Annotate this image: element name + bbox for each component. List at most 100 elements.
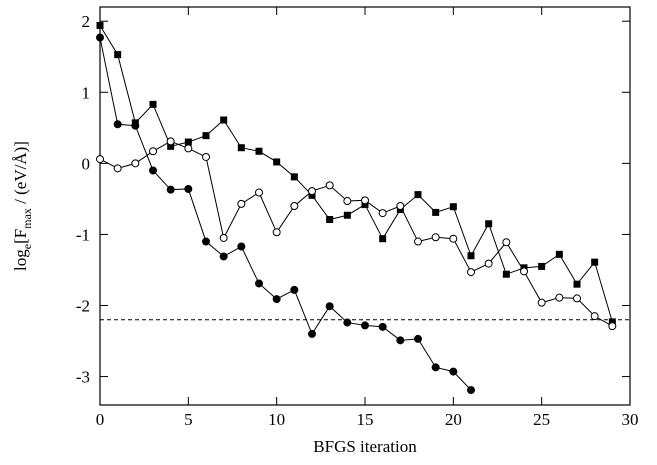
series-line [99, 140, 613, 327]
x-tick-label: 5 [184, 410, 193, 429]
y-label-sub: max [20, 208, 34, 229]
y-tick-label: 1 [82, 83, 91, 102]
circle-marker [113, 120, 122, 129]
y-tick-label: -3 [76, 368, 90, 387]
circle-marker [113, 164, 122, 173]
circle-marker [272, 295, 281, 304]
circle-marker [414, 237, 422, 246]
square-marker [379, 235, 387, 243]
circle-marker [202, 237, 210, 246]
x-tick-label: 25 [533, 410, 550, 429]
y-tick-label: -1 [76, 225, 90, 244]
y-label-part: / (eV/Å)] [11, 141, 30, 208]
circle-marker [343, 318, 352, 327]
circle-marker [255, 279, 263, 288]
circle-marker [537, 298, 546, 307]
circle-marker [590, 312, 599, 321]
circle-marker [131, 159, 140, 168]
y-tick-label: -2 [76, 297, 90, 316]
x-tick-label: 10 [268, 410, 285, 429]
circle-marker [573, 294, 581, 303]
circle-marker [202, 152, 210, 161]
circle-marker [96, 33, 104, 42]
circle-marker [237, 242, 246, 251]
circle-marker [308, 187, 316, 196]
circle-marker [555, 293, 564, 302]
y-label-sub: e [20, 244, 34, 249]
circle-marker [431, 363, 440, 372]
x-tick-label: 0 [96, 410, 105, 429]
circle-marker [166, 137, 175, 146]
circle-marker [96, 155, 104, 164]
circle-marker [290, 285, 299, 294]
square-marker [273, 158, 281, 166]
x-tick-label: 30 [622, 410, 639, 429]
x-axis-label: BFGS iteration [313, 437, 417, 456]
y-label-part: [F [11, 229, 30, 244]
square-marker [255, 147, 263, 155]
square-marker [96, 21, 104, 29]
circle-marker [467, 386, 475, 395]
square-marker [326, 216, 334, 224]
square-marker [220, 116, 228, 124]
square-marker [149, 100, 157, 108]
y-tick-label: 0 [82, 154, 91, 173]
square-marker [202, 132, 210, 140]
circle-marker [149, 147, 157, 156]
circle-marker [219, 233, 228, 242]
circle-marker [449, 367, 458, 376]
y-axis-label: loge[Fmax / (eV/Å)] [11, 141, 34, 271]
circle-marker [378, 322, 387, 331]
square-marker [432, 208, 440, 216]
square-marker [502, 270, 510, 278]
circle-marker [184, 144, 193, 153]
square-marker [591, 258, 599, 266]
circle-marker [290, 202, 299, 210]
x-tick-label: 15 [357, 410, 374, 429]
square-marker [361, 201, 369, 209]
circle-marker [431, 233, 440, 242]
series-line [99, 37, 472, 391]
square-marker [485, 220, 493, 228]
circle-marker [608, 322, 617, 331]
square-marker [184, 138, 192, 146]
circle-marker [272, 228, 281, 237]
square-marker [467, 252, 475, 260]
square-marker [608, 318, 616, 326]
circle-marker [502, 238, 511, 247]
square-marker [167, 142, 175, 150]
circle-marker [467, 268, 475, 277]
circle-marker [396, 202, 405, 210]
square-marker [343, 211, 351, 219]
circle-marker [361, 196, 369, 205]
circle-marker [325, 181, 334, 190]
circle-marker [396, 336, 405, 345]
circle-marker [343, 197, 352, 206]
square-marker [290, 173, 298, 181]
square-marker [538, 262, 546, 270]
circle-marker [520, 267, 528, 276]
square-marker [573, 280, 581, 288]
square-marker [555, 250, 563, 258]
y-label-part: log [11, 249, 30, 271]
circle-marker [219, 252, 228, 261]
square-marker [414, 191, 422, 199]
circle-marker [308, 329, 316, 338]
circle-marker [325, 302, 334, 311]
circle-marker [149, 166, 157, 175]
circle-marker [184, 184, 193, 193]
series-line [99, 25, 613, 322]
x-tick-label: 20 [445, 410, 462, 429]
square-marker [308, 191, 316, 199]
y-tick-label: 2 [82, 12, 91, 31]
circle-marker [414, 334, 422, 343]
circle-marker [378, 209, 387, 218]
circle-marker [166, 185, 175, 194]
circle-marker [255, 188, 263, 197]
circle-marker [131, 121, 140, 130]
square-marker [449, 203, 457, 211]
circle-marker [361, 321, 369, 330]
square-marker [114, 51, 122, 59]
circle-marker [484, 259, 493, 268]
